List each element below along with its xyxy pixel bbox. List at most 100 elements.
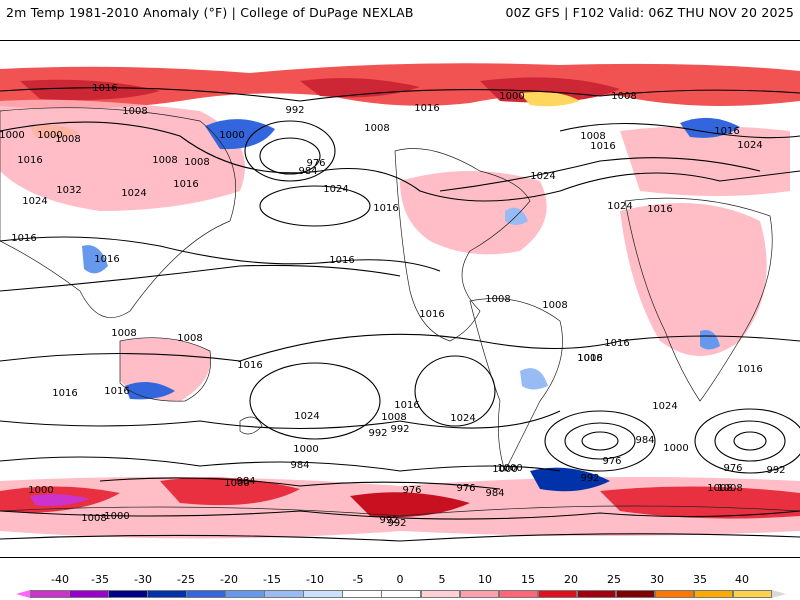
colorbar-segment bbox=[693, 590, 734, 598]
isobar-label: 1008 bbox=[111, 328, 136, 339]
pressure-contours bbox=[0, 87, 800, 542]
isobar-label: 1016 bbox=[414, 103, 439, 114]
isobar-label: 1016 bbox=[590, 141, 615, 152]
colorbar-tick-label: -5 bbox=[352, 573, 364, 586]
colorbar-tick-label: 35 bbox=[693, 573, 707, 586]
isobar-label: 1000 bbox=[0, 130, 25, 141]
isobar-label: 1000 bbox=[663, 443, 688, 454]
isobar-label: 1008 bbox=[577, 353, 602, 364]
colorbar-segment bbox=[147, 590, 187, 598]
colorbar-segment bbox=[69, 590, 109, 598]
isobar-label: 976 bbox=[602, 456, 621, 467]
isobar-label: 992 bbox=[387, 518, 406, 529]
colorbar-segment bbox=[225, 590, 265, 598]
isobar-label: 1024 bbox=[22, 196, 47, 207]
isobar-label: 1016 bbox=[394, 400, 419, 411]
colorbar-tick-label: -10 bbox=[306, 573, 324, 586]
colorbar-max-arrow bbox=[772, 590, 786, 598]
isobar-label: 1016 bbox=[104, 386, 129, 397]
isobar-label: 984 bbox=[635, 435, 654, 446]
isobar-label: 992 bbox=[368, 428, 387, 439]
colorbar-segment bbox=[303, 590, 343, 598]
colorbar-segment bbox=[381, 590, 422, 598]
isobar-label: 992 bbox=[285, 105, 304, 116]
isobar-label: 992 bbox=[390, 424, 409, 435]
isobar-label: 1016 bbox=[329, 255, 354, 266]
colorbar-segment bbox=[732, 590, 773, 598]
title-bar: 2m Temp 1981-2010 Anomaly (°F) | College… bbox=[0, 0, 800, 28]
colorbar-segment bbox=[459, 590, 500, 598]
colorbar-segment bbox=[537, 590, 578, 598]
isobar-label: 984 bbox=[298, 166, 317, 177]
isobar-label: 984 bbox=[236, 476, 255, 487]
isobar-label: 992 bbox=[580, 473, 599, 484]
isobar-label: 1008 bbox=[611, 91, 636, 102]
isobar-label: 1024 bbox=[450, 413, 475, 424]
isobar-label: 1008 bbox=[55, 134, 80, 145]
colorbar-tick-label: -20 bbox=[220, 573, 238, 586]
isobar-label: 1008 bbox=[381, 412, 406, 423]
colorbar-segment bbox=[342, 590, 382, 598]
isobar-label: 1008 bbox=[184, 157, 209, 168]
isobar-label: 1008 bbox=[364, 123, 389, 134]
colorbar-segment bbox=[498, 590, 539, 598]
colorbar-tick-label: -30 bbox=[134, 573, 152, 586]
isobar-label: 1000 bbox=[219, 130, 244, 141]
isobar-label: 984 bbox=[485, 488, 504, 499]
colorbar-tick-label: 40 bbox=[735, 573, 749, 586]
isobar-label: 992 bbox=[379, 515, 398, 526]
colorbar-tick-label: 20 bbox=[564, 573, 578, 586]
isobar-label: 1000 bbox=[224, 478, 249, 489]
isobar-label: 1024 bbox=[652, 401, 677, 412]
isobar-label: 1016 bbox=[714, 126, 739, 137]
colorbar-segment bbox=[654, 590, 695, 598]
isobar-label: 1024 bbox=[737, 140, 762, 151]
colorbar-min-arrow bbox=[16, 590, 30, 598]
isobar-label: 1008 bbox=[717, 483, 742, 494]
isobar-label: 1008 bbox=[152, 155, 177, 166]
isobar-label: 976 bbox=[723, 463, 742, 474]
coastlines bbox=[0, 107, 800, 517]
isobar-label: 1024 bbox=[607, 201, 632, 212]
isobar-label: 1016 bbox=[94, 254, 119, 265]
isobar-label: 1000 bbox=[492, 464, 517, 475]
isobar-label: 1016 bbox=[373, 203, 398, 214]
isobar-label: 1008 bbox=[485, 294, 510, 305]
cold-anomalies bbox=[82, 117, 740, 492]
colorbar-tick-label: 25 bbox=[607, 573, 621, 586]
isobar-label: 1008 bbox=[707, 483, 732, 494]
isobar-label: 1000 bbox=[104, 511, 129, 522]
colorbar-segment bbox=[264, 590, 304, 598]
isobar-label: 1008 bbox=[81, 513, 106, 524]
isobar-label: 1024 bbox=[530, 171, 555, 182]
colorbar-tick-label: -40 bbox=[51, 573, 69, 586]
isobar-label: 1016 bbox=[237, 360, 262, 371]
isobar-label: 1000 bbox=[28, 485, 53, 496]
isobar-label: 976 bbox=[402, 485, 421, 496]
isobar-label: 1024 bbox=[121, 188, 146, 199]
isobar-label: 1008 bbox=[542, 300, 567, 311]
antarctic-warm-anomaly bbox=[0, 477, 800, 519]
isobar-label: 1008 bbox=[177, 333, 202, 344]
isobar-label: 1016 bbox=[419, 309, 444, 320]
isobar-label: 1016 bbox=[647, 204, 672, 215]
isobar-label: 1008 bbox=[580, 131, 605, 142]
colorbar-segment bbox=[30, 590, 70, 598]
colorbar-segment bbox=[576, 590, 617, 598]
isobar-label: 1016 bbox=[737, 364, 762, 375]
colorbar bbox=[30, 590, 788, 598]
colorbar-tick-label: 30 bbox=[650, 573, 664, 586]
isobar-label: 1016 bbox=[11, 233, 36, 244]
colorbar-segment bbox=[186, 590, 226, 598]
isobar-label: 1024 bbox=[294, 411, 319, 422]
model-run-info: 00Z GFS | F102 Valid: 06Z THU NOV 20 202… bbox=[505, 5, 794, 20]
map-panel: 1016 1008 992 1000 1008 1016 1000 1008 1016 1032 1… bbox=[0, 40, 800, 558]
isobar-label: 1016 bbox=[604, 338, 629, 349]
colorbar-tick-label: 10 bbox=[478, 573, 492, 586]
colorbar-segment bbox=[108, 590, 148, 598]
isobar-label: 1000 bbox=[293, 444, 318, 455]
colorbar-segment bbox=[420, 590, 461, 598]
isobar-label: 984 bbox=[290, 460, 309, 471]
isobar-label: 1016 bbox=[577, 353, 602, 364]
isobar-label: 976 bbox=[306, 158, 325, 169]
